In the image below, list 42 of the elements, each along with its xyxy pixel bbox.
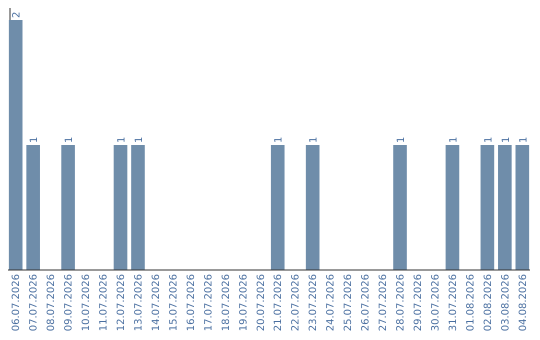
x-tick-label: 03.08.2026	[500, 274, 512, 332]
data-label: 2	[12, 12, 23, 18]
data-label: 1	[500, 136, 512, 143]
x-tick-label: 06.07.2026	[11, 274, 22, 332]
data-label: 1	[274, 136, 285, 143]
x-tick-label: 21.07.2026	[273, 274, 284, 332]
x-tick-label: 29.07.2026	[412, 274, 424, 332]
x-tick-label: 30.07.2026	[430, 274, 442, 332]
x-tick-label: 16.07.2026	[186, 274, 197, 332]
x-tick-label: 04.08.2026	[518, 274, 529, 332]
x-tick-label: 07.07.2026	[28, 274, 40, 332]
x-tick-label: 08.07.2026	[46, 274, 58, 332]
x-tick-label: 13.07.2026	[133, 274, 144, 332]
x-tick-label: 26.07.2026	[360, 274, 372, 332]
data-label: 1	[29, 136, 40, 143]
data-label: 1	[518, 136, 530, 143]
data-label: 1	[116, 136, 128, 143]
x-tick-label: 01.08.2026	[465, 274, 476, 332]
x-tick-label: 02.08.2026	[482, 274, 494, 332]
x-tick-label: 20.07.2026	[256, 274, 267, 332]
x-tick-label: 09.07.2026	[64, 274, 75, 332]
x-tick-label: 14.07.2026	[150, 274, 162, 332]
x-tick-label: 15.07.2026	[168, 274, 180, 332]
data-label: 1	[64, 136, 76, 143]
x-tick-label: 27.07.2026	[378, 274, 390, 332]
data-label: 1	[448, 136, 460, 143]
x-tick-label: 23.07.2026	[308, 274, 320, 332]
x-tick-label: 22.07.2026	[290, 274, 302, 332]
x-tick-label: 19.07.2026	[238, 274, 250, 332]
x-tick-label: 10.07.2026	[81, 274, 92, 332]
data-label: 1	[308, 136, 320, 143]
x-tick-label: 12.07.2026	[116, 274, 128, 332]
x-tick-label: 25.07.2026	[343, 274, 354, 332]
x-tick-label: 11.07.2026	[98, 274, 110, 332]
x-tick-label: 24.07.2026	[326, 274, 337, 332]
x-tick-label: 17.07.2026	[203, 274, 214, 332]
x-tick-label: 31.07.2026	[448, 274, 459, 332]
data-label: 1	[134, 136, 145, 143]
x-tick-label: 18.07.2026	[220, 274, 232, 332]
data-label: 1	[396, 136, 408, 143]
data-label: 1	[483, 136, 494, 143]
x-tick-label: 28.07.2026	[396, 274, 407, 332]
